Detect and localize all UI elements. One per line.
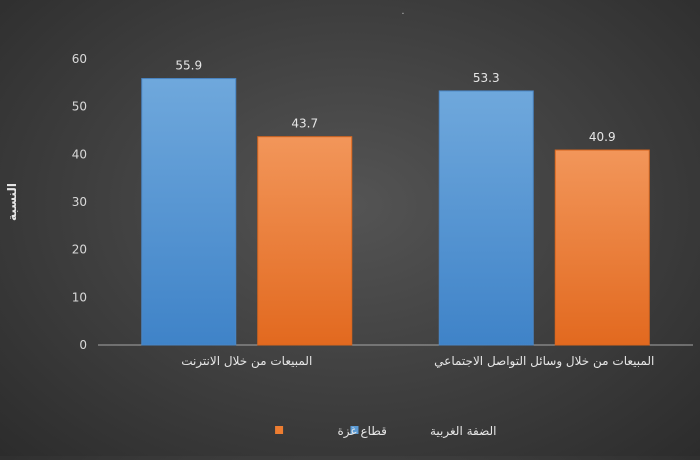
x-category-label: المبيعات من خلال وسائل التواصل الاجتماعي [434,354,654,369]
legend-swatch [275,426,284,434]
bar [141,78,237,346]
legend-label: الضفة الغربية [430,424,497,439]
data-label: 53.3 [473,71,500,85]
x-category-label: المبيعات من خلال الانترنت [181,354,312,369]
bar [257,136,353,346]
y-tick-label: 40 [72,147,87,161]
legend-swatch [350,426,359,434]
legend-label: قطاع غزة [337,424,386,439]
data-label: 43.7 [291,117,318,131]
y-tick-label: 50 [72,100,87,114]
data-label: 55.9 [175,59,202,73]
y-tick-label: 10 [72,290,87,304]
y-axis-label: النسبة [5,183,19,221]
data-label: 40.9 [589,130,616,144]
legend: الضفة الغربية قطاع غزة [275,424,497,439]
y-tick-label: 0 [79,338,87,352]
bar [554,149,650,346]
y-tick-label: 30 [72,195,87,209]
bar [438,90,534,346]
y-tick-label: 60 [72,52,87,66]
y-tick-label: 20 [72,243,87,257]
y-axis-label-group: النسبة [5,183,19,221]
chart-title: . [401,6,404,17]
